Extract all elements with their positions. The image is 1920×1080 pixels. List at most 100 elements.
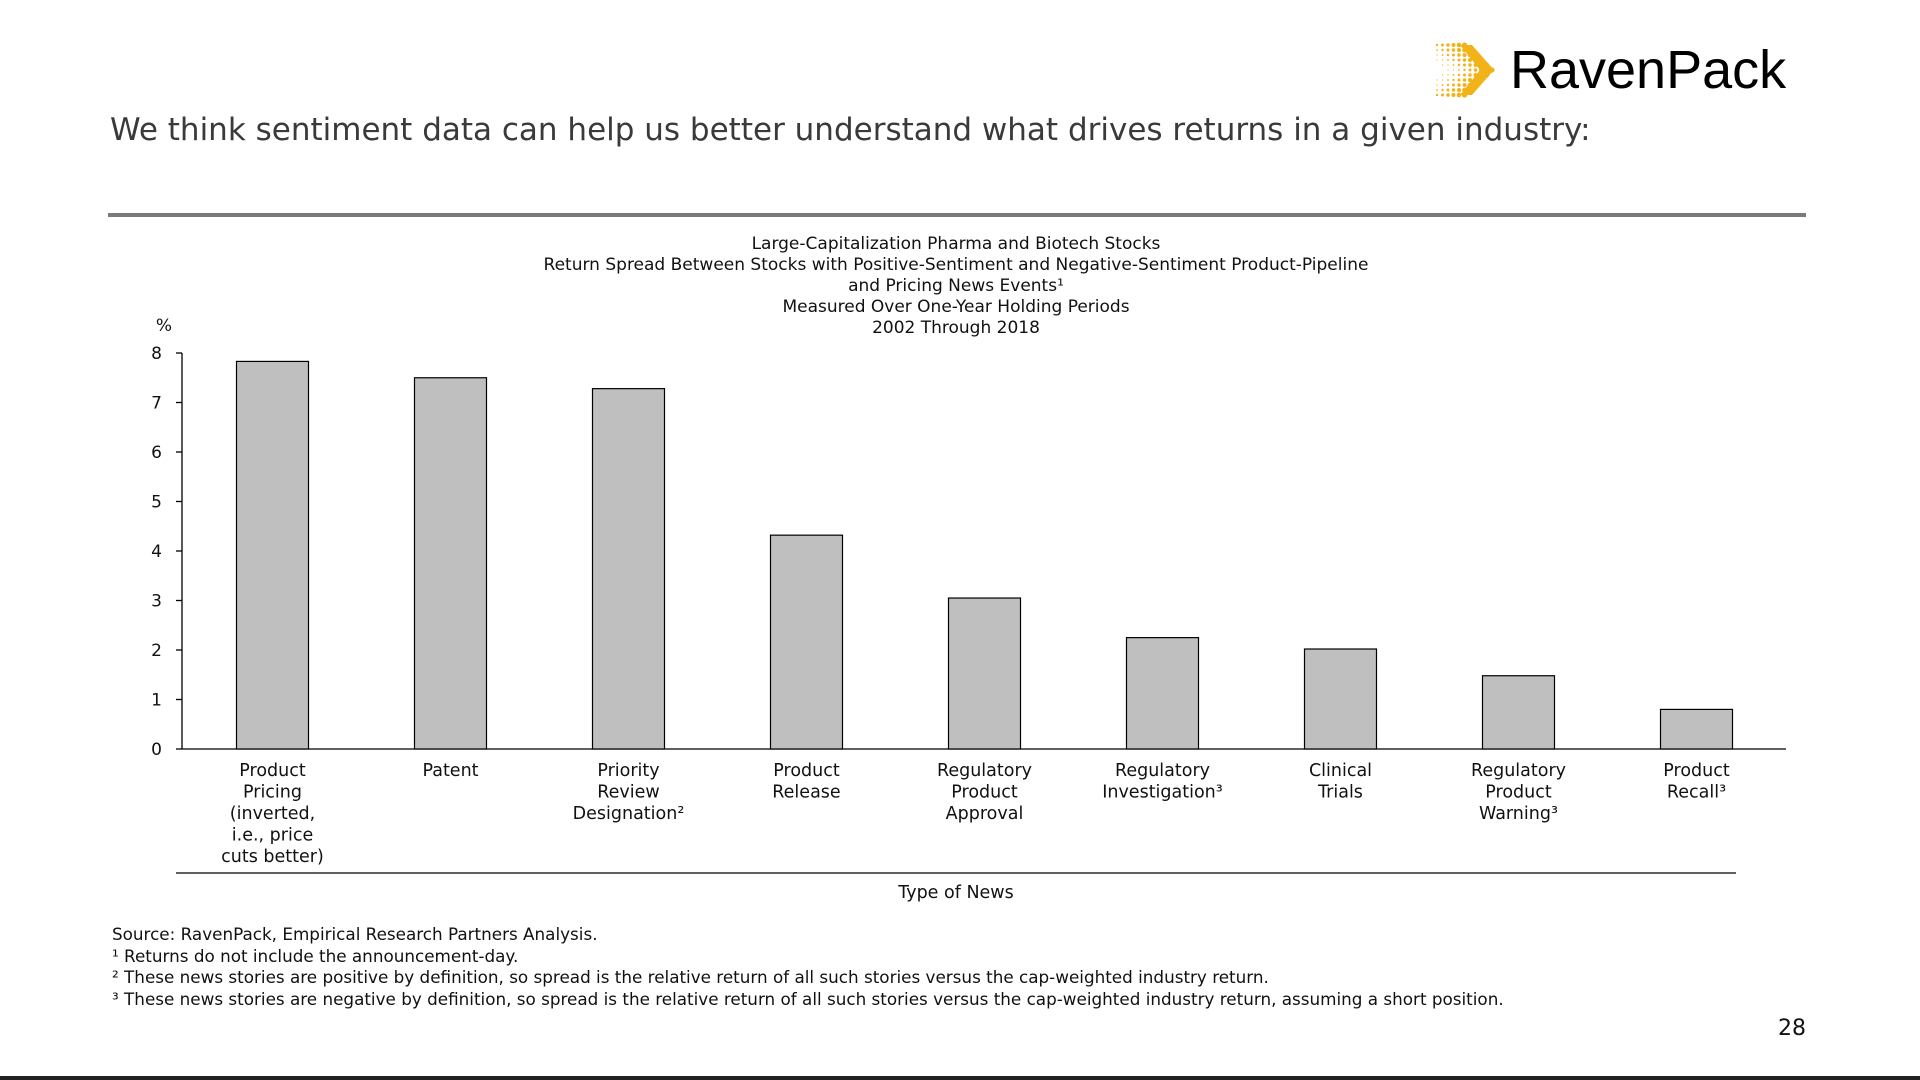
footnote-1: ¹ Returns do not include the announcemen…: [112, 945, 519, 966]
chart-title-line: and Pricing News Events¹: [848, 276, 1064, 296]
x-category-label: Regulatory: [1471, 761, 1566, 781]
logo-dot: [1436, 79, 1438, 81]
logo-dot: [1452, 83, 1455, 87]
logo-dot: [1457, 58, 1461, 62]
title-divider: [108, 213, 1806, 217]
x-category-label: Patent: [422, 761, 478, 781]
logo-dot: [1457, 73, 1461, 77]
logo-dot: [1447, 69, 1449, 71]
logo-dot: [1446, 48, 1450, 52]
logo-dot: [1456, 47, 1462, 53]
bottom-border: [0, 1076, 1920, 1080]
y-tick-label: 1: [151, 691, 162, 711]
brand-logo: RavenPack: [1430, 40, 1870, 100]
chart-title-line: 2002 Through 2018: [872, 318, 1040, 338]
logo-dot: [1462, 78, 1467, 82]
x-category-label: Release: [772, 783, 840, 803]
footnote-2: ² These news stories are positive by def…: [112, 967, 1269, 987]
x-category-label: Product: [1485, 783, 1552, 803]
chart-title-line: Measured Over One-Year Holding Periods: [782, 297, 1129, 317]
bar: [1125, 637, 1200, 750]
logo-dot: [1451, 92, 1456, 98]
logo-dot: [1451, 88, 1456, 92]
logo-dot: [1456, 92, 1462, 98]
logo-dot: [1468, 63, 1472, 67]
logo-dot: [1452, 69, 1455, 71]
source-note: Source: RavenPack, Empirical Research Pa…: [112, 924, 598, 944]
logo-dot: [1446, 88, 1450, 92]
chart-title-line: Large-Capitalization Pharma and Biotech …: [752, 234, 1161, 254]
bar: [591, 388, 666, 750]
logo-dot: [1435, 93, 1439, 97]
page-title: We think sentiment data can help us bett…: [110, 112, 1591, 148]
logo-dot: [1462, 82, 1467, 88]
logo-dot: [1436, 89, 1438, 91]
logo-dot: [1452, 53, 1455, 57]
x-axis-title: Type of News: [897, 883, 1013, 903]
bar: [1303, 648, 1378, 750]
logo-dot: [1441, 74, 1444, 76]
logo-dot: [1458, 69, 1460, 71]
y-tick-label: 0: [151, 740, 162, 760]
x-category-label: (inverted,: [230, 804, 315, 824]
x-category-label: Pricing: [243, 783, 302, 803]
logo-dot: [1463, 73, 1466, 77]
x-category-label: Recall³: [1667, 783, 1726, 803]
logo-dot: [1463, 63, 1466, 67]
logo-dot: [1456, 42, 1462, 48]
logo-dot: [1436, 49, 1438, 51]
x-category-label: Designation²: [573, 804, 685, 824]
y-axis-unit: %: [156, 316, 172, 336]
x-category-label: Trials: [1317, 783, 1363, 803]
bar: [1659, 708, 1734, 750]
x-category-label: Product: [1663, 761, 1730, 781]
x-category-label: Approval: [946, 804, 1024, 824]
logo-dot: [1436, 54, 1438, 56]
y-tick-label: 7: [151, 394, 162, 414]
logo-dot: [1451, 42, 1456, 48]
logo-dot: [1447, 79, 1449, 81]
y-tick-label: 6: [151, 443, 162, 463]
x-category-label: Review: [597, 783, 659, 803]
logo-dot: [1457, 63, 1461, 67]
x-category-label: Regulatory: [1115, 761, 1210, 781]
footnote-3: ³ These news stories are negative by def…: [112, 988, 1504, 1009]
logo-dot: [1441, 43, 1444, 47]
logo-dot: [1467, 57, 1473, 63]
logo-dot: [1452, 78, 1455, 82]
footnotes: Source: RavenPack, Empirical Research Pa…: [112, 924, 1504, 1010]
x-category-label: Regulatory: [937, 761, 1032, 781]
logo-dot: [1463, 68, 1466, 72]
logo-dot: [1468, 68, 1472, 72]
logo-dot: [1446, 43, 1450, 47]
logo-dot: [1446, 53, 1450, 57]
x-category-label: Investigation³: [1102, 783, 1223, 803]
bar: [235, 360, 310, 750]
logo-dot: [1436, 59, 1438, 61]
logo-dot: [1452, 58, 1455, 62]
logo-dot: [1468, 73, 1472, 77]
logo-dot: [1457, 78, 1461, 82]
logo-dot: [1457, 53, 1461, 57]
logo-dot: [1441, 79, 1444, 81]
y-tick-label: 4: [151, 542, 162, 562]
ravenpack-logo-icon: [1435, 42, 1495, 98]
x-category-label: i.e., price: [232, 826, 313, 846]
logo-dot: [1451, 48, 1456, 52]
bar: [413, 377, 488, 750]
chart-title-line: Return Spread Between Stocks with Positi…: [544, 255, 1369, 275]
logo-dot: [1441, 84, 1444, 86]
x-category-label: Product: [951, 783, 1018, 803]
x-category-label: Product: [239, 761, 306, 781]
bar: [947, 597, 1022, 750]
logo-dot: [1447, 59, 1449, 61]
logo-dot: [1452, 74, 1455, 76]
x-category-label: Warning³: [1479, 804, 1558, 824]
logo-dot: [1441, 64, 1444, 66]
bar: [1481, 675, 1556, 750]
y-tick-label: 5: [151, 493, 162, 513]
logo-dot: [1473, 68, 1478, 72]
